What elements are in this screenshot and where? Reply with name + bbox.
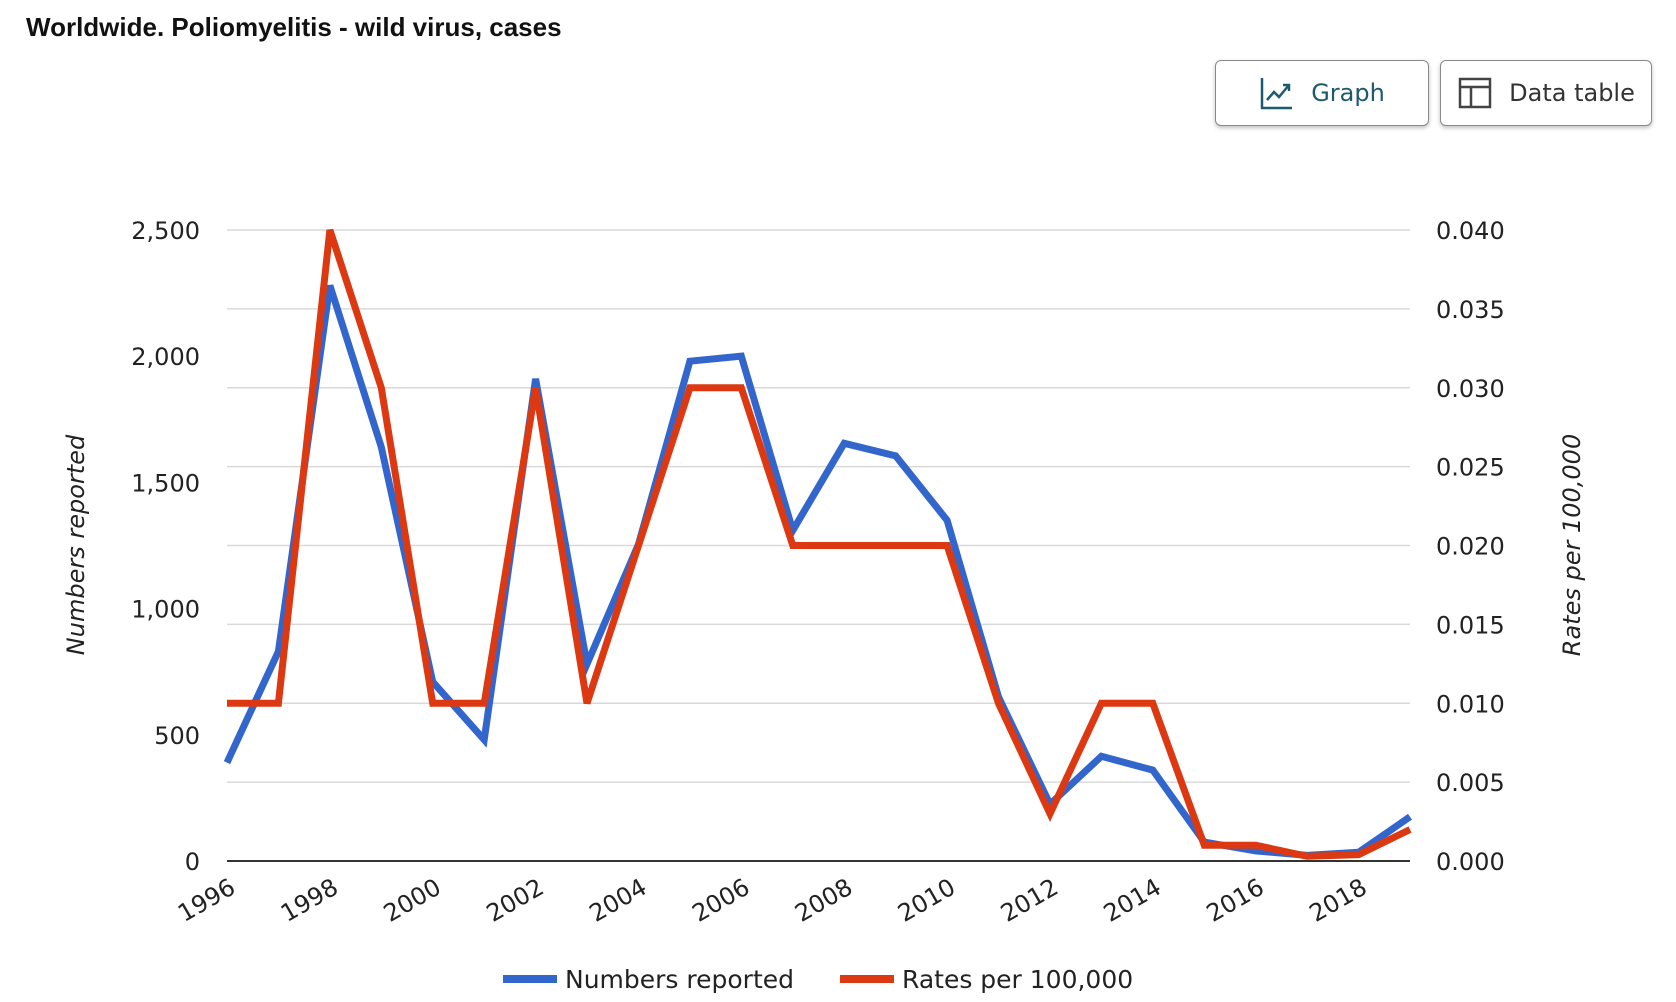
x-tick-label: 2010 <box>893 873 960 928</box>
chart-legend: Numbers reported Rates per 100,000 <box>503 965 1133 994</box>
left-tick-label: 500 <box>154 722 200 750</box>
grid-lines <box>227 229 1410 783</box>
graph-view-button[interactable]: Graph <box>1215 60 1429 126</box>
x-tick-label: 2014 <box>1099 873 1166 928</box>
right-tick-label: 0.040 <box>1436 217 1505 245</box>
graph-view-label: Graph <box>1311 79 1385 107</box>
x-tick-label: 2016 <box>1202 873 1269 928</box>
left-axis-title: Numbers reported <box>62 434 90 655</box>
x-tick-label: 1996 <box>173 873 240 928</box>
right-tick-label: 0.010 <box>1436 690 1505 718</box>
x-tick-label: 2018 <box>1305 873 1372 928</box>
series-line-rates-per-100-000 <box>227 228 1412 860</box>
x-tick-label: 2012 <box>996 873 1063 928</box>
series-line-numbers-reported <box>223 284 1412 859</box>
series-lines <box>223 228 1412 860</box>
x-tick-label: 2006 <box>687 873 754 928</box>
x-axis-ticks: 1996 1998 2000 2002 2004 2006 2008 2010 2012 2014… <box>173 873 1371 928</box>
left-tick-label: 1,000 <box>131 596 200 624</box>
right-tick-label: 0.015 <box>1436 611 1505 639</box>
right-tick-label: 0.005 <box>1436 769 1505 797</box>
table-icon <box>1457 75 1493 111</box>
left-axis-ticks: 0 500 1,000 1,500 2,000 2,500 <box>131 217 200 876</box>
x-tick-label: 2000 <box>379 873 446 928</box>
right-tick-label: 0.030 <box>1436 375 1505 403</box>
left-tick-label: 0 <box>185 848 200 876</box>
line-chart-icon <box>1259 75 1295 111</box>
legend-label-rates-per-100000: Rates per 100,000 <box>902 965 1133 994</box>
right-tick-label: 0.035 <box>1436 296 1505 324</box>
right-tick-label: 0.020 <box>1436 533 1505 561</box>
legend-label-numbers-reported: Numbers reported <box>565 965 794 994</box>
data-table-view-label: Data table <box>1509 79 1635 107</box>
right-tick-label: 0.025 <box>1436 454 1505 482</box>
x-tick-label: 2008 <box>790 873 857 928</box>
x-tick-label: 2004 <box>585 873 652 928</box>
page-title: Worldwide. Poliomyelitis - wild virus, c… <box>26 12 562 42</box>
left-tick-label: 1,500 <box>131 469 200 497</box>
left-tick-label: 2,000 <box>131 343 200 371</box>
right-axis-ticks: 0.000 0.005 0.010 0.015 0.020 0.025 0.030 0.035… <box>1436 217 1505 876</box>
x-tick-label: 1998 <box>276 873 343 928</box>
x-tick-label: 2002 <box>482 873 549 928</box>
data-table-view-button[interactable]: Data table <box>1440 60 1652 126</box>
right-tick-label: 0.000 <box>1436 848 1505 876</box>
left-tick-label: 2,500 <box>131 217 200 245</box>
right-axis-title: Rates per 100,000 <box>1558 434 1586 656</box>
